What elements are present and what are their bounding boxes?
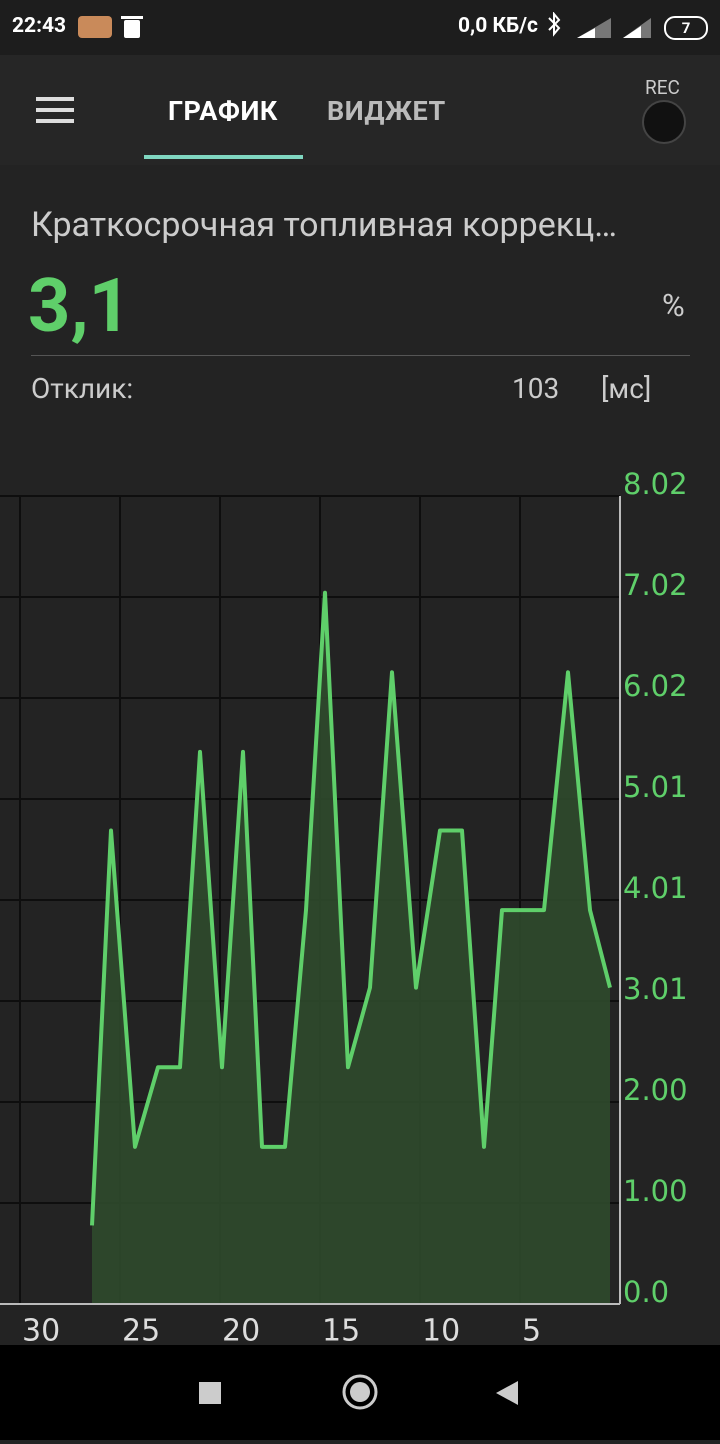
signal-icons xyxy=(548,12,651,38)
response-value: 103 xyxy=(512,372,560,405)
home-button[interactable] xyxy=(342,1374,378,1410)
sensor-unit: % xyxy=(662,287,685,324)
app-bar: ГРАФИК ВИДЖЕТ REC xyxy=(0,55,720,165)
x-tick-label: 25 xyxy=(122,1314,160,1346)
area-fill xyxy=(92,592,610,1304)
clock: 22:43 xyxy=(12,14,67,38)
y-tick-label: 4.01 xyxy=(623,871,688,905)
sensor-title: Краткосрочная топливная коррекц… xyxy=(31,205,618,245)
y-tick-label: 2.00 xyxy=(623,1073,688,1107)
recents-button[interactable] xyxy=(199,1382,221,1404)
x-tick-label: 10 xyxy=(422,1314,460,1346)
tab-indicator xyxy=(144,155,303,159)
status-icons xyxy=(78,16,143,38)
y-tick-label: 7.02 xyxy=(623,568,688,602)
chart: 0.0 1.00 2.00 3.01 4.01 5.01 6.02 7.02 8.02 30 25 2… xyxy=(0,467,688,1346)
navigation-bar xyxy=(0,1345,720,1440)
rec-label: REC xyxy=(645,76,680,99)
tab-graph[interactable]: ГРАФИК xyxy=(168,95,278,127)
y-tick-label: 5.01 xyxy=(623,770,688,804)
line xyxy=(90,590,612,1226)
y-tick-label: 3.01 xyxy=(623,972,688,1006)
y-tick-label: 0.0 xyxy=(623,1275,669,1309)
sensor-value: 3,1 xyxy=(28,263,132,350)
x-tick-label: 30 xyxy=(22,1314,60,1346)
response-unit: [мс] xyxy=(601,372,652,405)
y-tick-label: 1.00 xyxy=(623,1174,688,1208)
tab-widget[interactable]: ВИДЖЕТ xyxy=(327,95,446,127)
x-tick-label: 20 xyxy=(222,1314,260,1346)
menu-button[interactable] xyxy=(36,95,76,125)
rec-button[interactable] xyxy=(642,100,686,144)
divider xyxy=(31,355,690,356)
y-tick-label: 6.02 xyxy=(623,669,688,703)
response-label: Отклик: xyxy=(31,372,134,405)
battery: 7 xyxy=(664,16,708,40)
x-tick-label: 15 xyxy=(322,1314,360,1346)
back-button[interactable] xyxy=(496,1381,518,1405)
home-button-dot xyxy=(350,1382,370,1402)
nav-buttons xyxy=(199,1374,518,1410)
x-tick-label: 5 xyxy=(522,1314,541,1346)
status-bar: 22:43 0,0 КБ/с 7 xyxy=(0,0,720,55)
network-speed: 0,0 КБ/с xyxy=(458,14,538,38)
y-tick-label: 8.02 xyxy=(623,467,688,501)
